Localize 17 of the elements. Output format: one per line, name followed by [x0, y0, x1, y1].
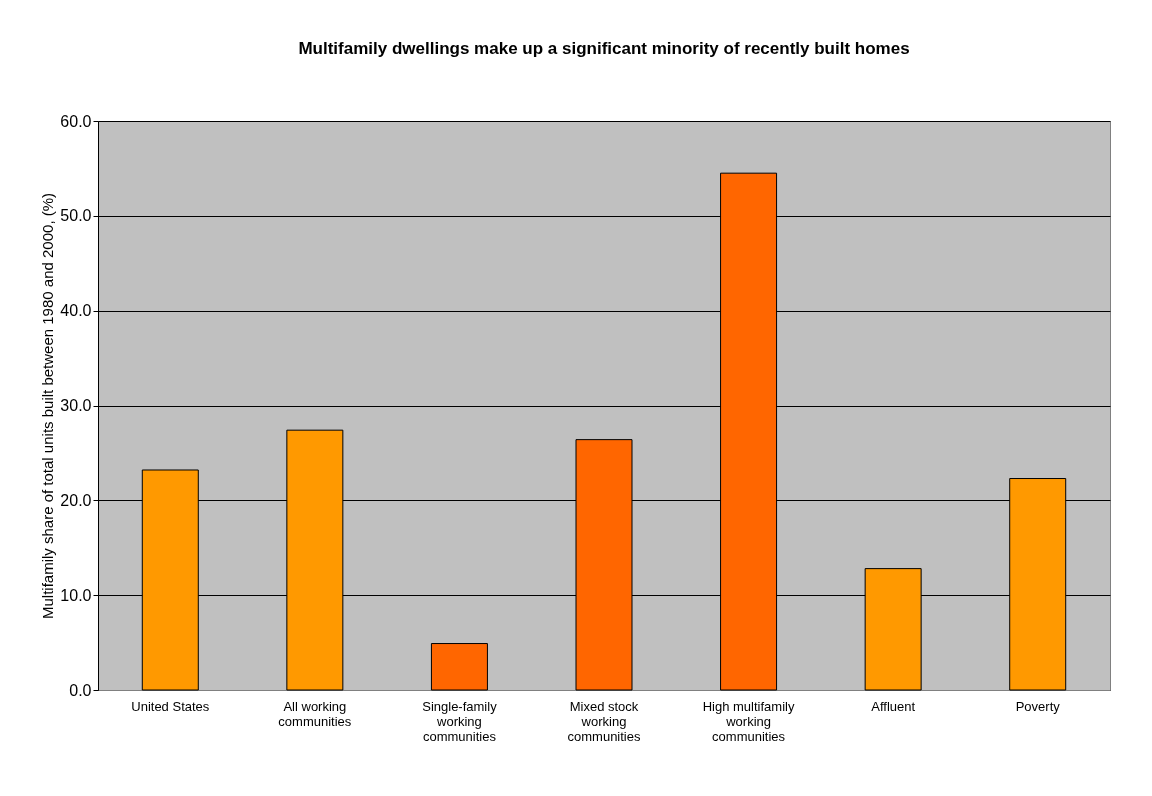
y-tick-label: 20.0: [60, 491, 92, 509]
bar: [430, 643, 488, 691]
x-tick-label: All working communities: [278, 698, 352, 729]
y-tick-label: 60.0: [60, 112, 92, 130]
x-tick-label: Mixed stock working communities: [567, 698, 641, 744]
chart-title: Multifamily dwellings make up a significant minority of recently built homes: [298, 39, 910, 58]
x-tick-label: Single-family working communities: [422, 698, 498, 744]
y-axis-title: Multifamily share of total units built between 1980 and 2000, (%): [39, 192, 57, 620]
y-tick-label: 50.0: [60, 207, 92, 225]
y-tick-label: 10.0: [60, 586, 92, 604]
y-tick-label: 30.0: [60, 397, 92, 414]
y-tick-label: 0.0: [69, 681, 92, 699]
x-tick-label: High multifamily working communities: [702, 698, 795, 744]
x-tick-label: Poverty: [1015, 698, 1061, 714]
x-tick-label: Affluent: [871, 698, 916, 714]
x-tick-label: United States: [131, 698, 210, 714]
y-tick-label: 40.0: [60, 302, 92, 320]
